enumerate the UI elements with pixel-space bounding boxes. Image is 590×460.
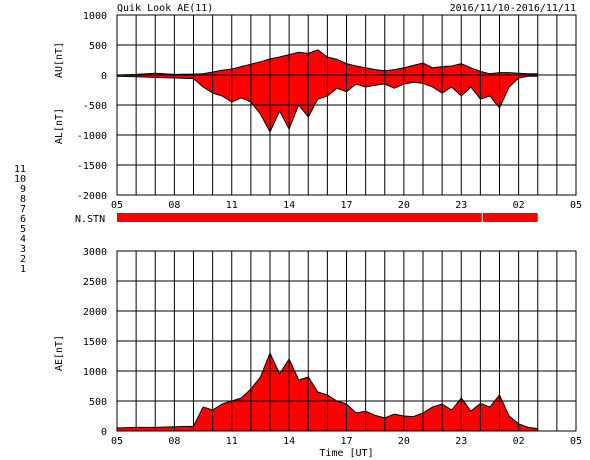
x-tick-label: 14: [283, 200, 295, 211]
y-axis-label-au: AU[nT]: [54, 42, 65, 78]
y-axis-label-al: AL[nT]: [54, 108, 65, 144]
station-count-fill: [117, 213, 538, 222]
x-tick-label: 11: [226, 436, 238, 447]
station-legend-number: 11: [14, 164, 26, 175]
y-tick-label: 1000: [83, 11, 107, 22]
station-legend-number: 6: [20, 214, 26, 225]
x-tick-label: 20: [398, 436, 410, 447]
x-tick-label: 05: [111, 200, 123, 211]
y-tick-label: 1000: [83, 367, 107, 378]
station-legend-number: 10: [14, 174, 26, 185]
y-axis-label-ae: AE[nT]: [54, 335, 65, 371]
x-tick-label: 17: [340, 436, 352, 447]
plot-frame: [116, 14, 577, 196]
y-tick-label: 2500: [83, 277, 107, 288]
y-tick-label: 0: [101, 427, 107, 438]
station-legend-number: 1: [20, 264, 26, 275]
x-tick-label: 08: [168, 436, 180, 447]
au-al-panel: 1000 500 0 -500 -1000 -1500 -2000 05 08 11 14 17 20 2…: [54, 11, 582, 211]
x-tick-label: 23: [455, 436, 467, 447]
y-tick-label: -1000: [77, 131, 107, 142]
station-count-label: N.STN: [75, 214, 105, 225]
ae-area: [116, 351, 539, 432]
x-tick-label: 08: [168, 200, 180, 211]
station-legend-number: 9: [20, 184, 26, 195]
station-legend-number: 4: [20, 234, 26, 245]
y-tick-label: -500: [83, 101, 107, 112]
station-legend-number: 5: [20, 224, 26, 235]
y-tick-label: 500: [89, 41, 107, 52]
x-tick-label: 17: [340, 200, 352, 211]
station-legend-number: 8: [20, 194, 26, 205]
y-tick-label: 0: [101, 71, 107, 82]
date-range: 2016/11/10-2016/11/11: [450, 3, 576, 14]
x-tick-label: 14: [283, 436, 295, 447]
y-tick-label: -1500: [77, 161, 107, 172]
station-legend-number: 7: [20, 204, 26, 215]
x-tick-label: 02: [513, 436, 525, 447]
station-legend-number: 3: [20, 244, 26, 255]
x-tick-label: 20: [398, 200, 410, 211]
station-legend-number: 2: [20, 254, 26, 265]
y-tick-label: 1500: [83, 337, 107, 348]
x-tick-label: 23: [455, 200, 467, 211]
y-tick-label: 3000: [83, 247, 107, 258]
x-tick-label: 02: [513, 200, 525, 211]
y-tick-label: 2000: [83, 307, 107, 318]
plot-frame: [116, 250, 577, 432]
plot-title: Quik Look AE(11): [117, 3, 213, 14]
x-tick-label: 05: [570, 436, 582, 447]
station-count-bar: N.STN: [75, 213, 538, 225]
x-tick-label: 11: [226, 200, 238, 211]
x-tick-label: 05: [111, 436, 123, 447]
y-tick-label: 500: [89, 397, 107, 408]
x-tick-label: 05: [570, 200, 582, 211]
y-tick-label: -2000: [77, 191, 107, 202]
ae-panel: 3000 2500 2000 1500 1000 500 0 05 08 11 14 17 20 23 02…: [54, 247, 582, 459]
x-axis-label: Time [UT]: [319, 448, 373, 459]
